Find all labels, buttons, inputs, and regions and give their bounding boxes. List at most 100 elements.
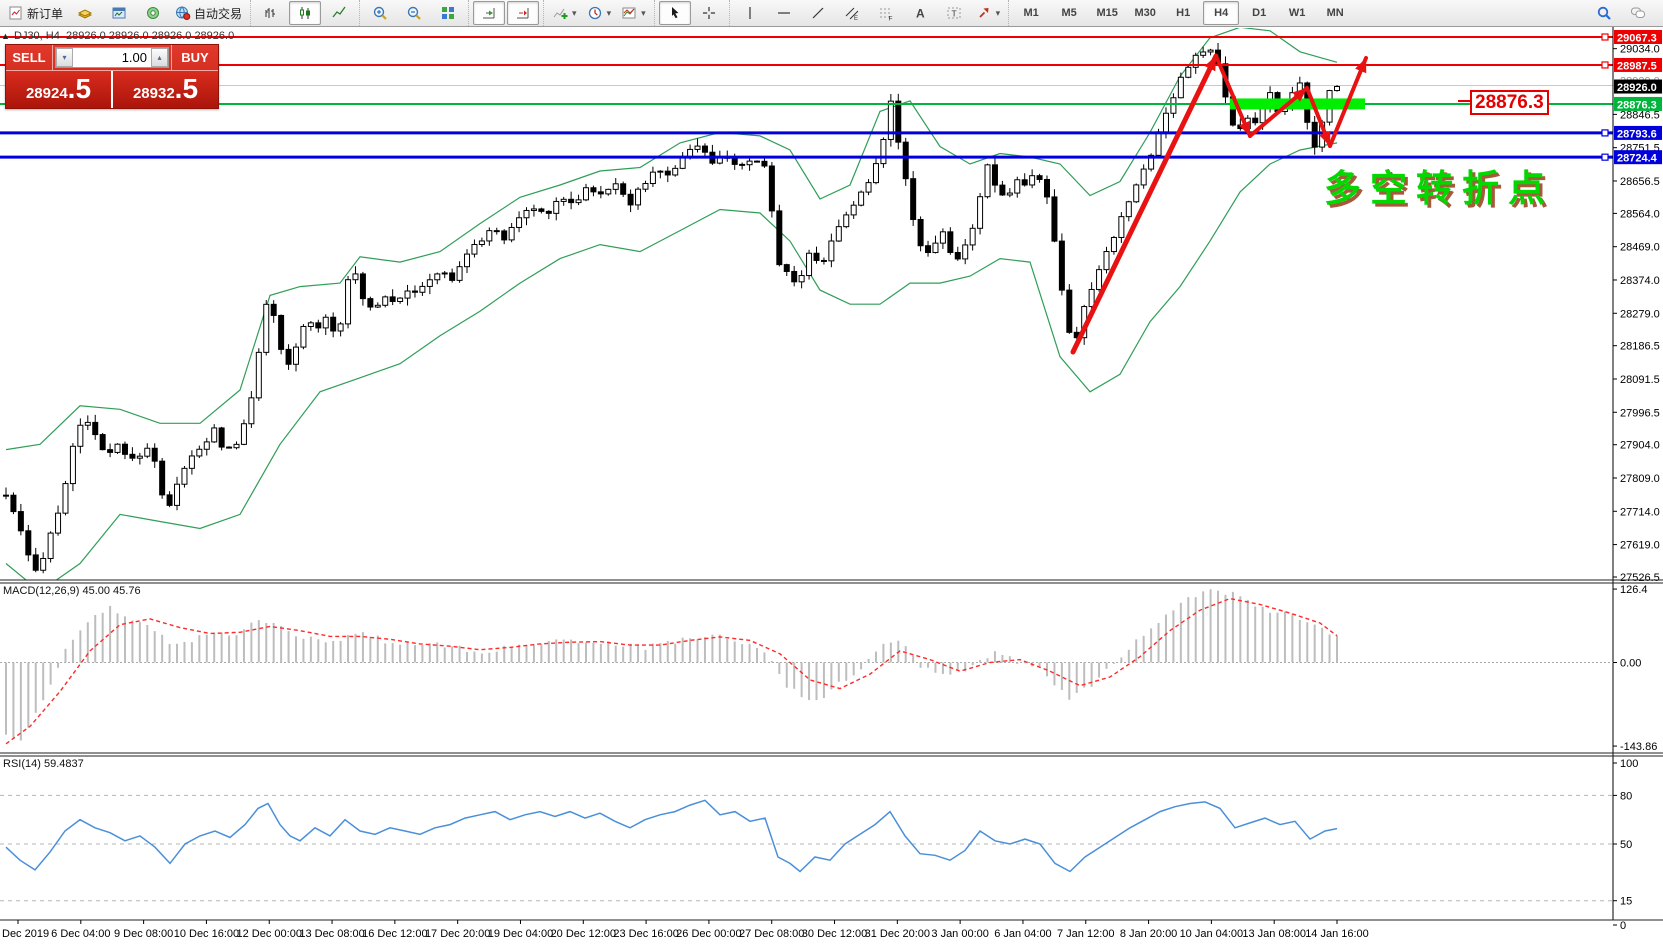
toolbar-group: [250, 0, 359, 26]
volume-decrease-button[interactable]: ▾: [56, 48, 73, 67]
data-window-icon: [112, 7, 126, 19]
svg-text:28926.0: 28926.0: [1617, 82, 1657, 94]
macd-indicator-label: MACD(12,26,9) 45.00 45.76: [3, 585, 141, 597]
text-button[interactable]: A: [904, 1, 936, 25]
svg-text:16 Dec 12:00: 16 Dec 12:00: [362, 928, 427, 940]
sell-price-main: 28924: [25, 85, 68, 102]
candlestick-chart-icon: [300, 7, 311, 19]
sounds-button[interactable]: [137, 1, 169, 25]
svg-text:7 Jan 12:00: 7 Jan 12:00: [1057, 928, 1115, 940]
line-chart-button[interactable]: [323, 1, 355, 25]
timeframe-m1[interactable]: M1: [1013, 1, 1049, 25]
templates-button[interactable]: ▾: [617, 1, 650, 25]
new-order-icon: [9, 6, 22, 20]
sounds-icon: [147, 7, 160, 19]
main-toolbar: 新订单 自动交易 ▾ ▾ ▾ E F A T ▾ M1 M5 M15 M30 H1 H4 D1 W1 MN: [0, 0, 1663, 27]
search-button[interactable]: [1588, 1, 1620, 25]
one-click-trade-panel: SELL ▾ ▴ BUY 28924 .5 28932 .5: [5, 44, 219, 109]
cursor-button[interactable]: [658, 1, 691, 25]
rsi-indicator-label: RSI(14) 59.4837: [3, 758, 84, 770]
zoom-in-button[interactable]: [364, 1, 396, 25]
tile-windows-icon: [442, 7, 455, 19]
indicators-button[interactable]: ▾: [548, 1, 581, 25]
horizontal-line-icon: [777, 12, 790, 14]
auto-trading-icon: [176, 6, 191, 20]
svg-text:28186.5: 28186.5: [1620, 341, 1660, 353]
chart-shift-icon: [517, 8, 529, 19]
data-window-button[interactable]: [103, 1, 135, 25]
toolbar-group: 新订单 自动交易: [0, 0, 250, 26]
market-watch-icon: [77, 9, 93, 19]
fibonacci-button[interactable]: F: [870, 1, 902, 25]
text-icon: A: [916, 7, 925, 21]
buy-button[interactable]: BUY: [171, 45, 218, 70]
svg-text:8 Jan 20:00: 8 Jan 20:00: [1120, 928, 1178, 940]
timeframe-label: M1: [1023, 7, 1039, 19]
trendline-button[interactable]: [802, 1, 834, 25]
macd-panel[interactable]: [0, 589, 1613, 745]
timeframe-d1[interactable]: D1: [1241, 1, 1277, 25]
svg-text:28091.5: 28091.5: [1620, 374, 1660, 386]
timeframe-m5[interactable]: M5: [1051, 1, 1087, 25]
svg-text:27996.5: 27996.5: [1620, 407, 1660, 419]
market-watch-button[interactable]: [69, 1, 101, 25]
periods-button[interactable]: ▾: [583, 1, 616, 25]
timeframe-label: M15: [1096, 7, 1118, 19]
dropdown-caret-icon: ▾: [572, 7, 577, 18]
bar-chart-icon: [265, 8, 276, 18]
timeframe-m15[interactable]: M15: [1089, 1, 1125, 25]
price-chart-plot[interactable]: [0, 27, 1613, 591]
button-label: 自动交易: [194, 6, 243, 21]
timeframe-mn[interactable]: MN: [1317, 1, 1353, 25]
volume-increase-button[interactable]: ▴: [151, 48, 168, 67]
timeframe-m30[interactable]: M30: [1127, 1, 1163, 25]
auto-scroll-button[interactable]: [473, 1, 506, 25]
equidistant-channel-icon: E: [845, 7, 858, 21]
timeframe-label: M30: [1134, 7, 1156, 19]
button-label: 新订单: [27, 6, 64, 21]
svg-text:28876.3: 28876.3: [1617, 99, 1657, 111]
svg-text:E: E: [854, 16, 858, 21]
buy-price-main: 28932: [132, 85, 175, 102]
bar-chart-button[interactable]: [255, 1, 287, 25]
toolbar-group: E F A T ▾: [728, 0, 1009, 26]
zoom-out-button[interactable]: [398, 1, 430, 25]
chat-button[interactable]: [1622, 1, 1654, 25]
crosshair-button[interactable]: [693, 1, 725, 25]
fibonacci-icon: F: [879, 8, 892, 21]
svg-text:27526.5: 27526.5: [1620, 572, 1660, 584]
svg-text:17 Dec 20:00: 17 Dec 20:00: [425, 928, 490, 940]
new-order-button[interactable]: 新订单: [4, 1, 67, 25]
buy-price[interactable]: 28932 .5: [113, 71, 218, 108]
svg-text:27 Dec 08:00: 27 Dec 08:00: [739, 928, 804, 940]
text-label-button[interactable]: T: [938, 1, 970, 25]
arrows-button[interactable]: ▾: [972, 1, 1005, 25]
timeframe-label: W1: [1288, 7, 1306, 19]
horizontal-line-button[interactable]: [768, 1, 800, 25]
timeframe-label: D1: [1252, 7, 1267, 19]
timeframe-label: MN: [1326, 7, 1344, 19]
trade-panel-collapse-icon[interactable]: ▲: [1, 31, 10, 41]
sell-price[interactable]: 28924 .5: [6, 71, 113, 108]
svg-text:126.4: 126.4: [1620, 584, 1648, 596]
timeframe-w1[interactable]: W1: [1279, 1, 1315, 25]
equidistant-channel-button[interactable]: E: [836, 1, 868, 25]
dropdown-caret-icon: ▾: [606, 7, 612, 18]
timeframe-h1[interactable]: H1: [1165, 1, 1201, 25]
rsi-panel[interactable]: [0, 794, 1613, 902]
dropdown-caret-icon: ▾: [995, 7, 1001, 18]
auto-trading-button[interactable]: 自动交易: [171, 1, 246, 25]
candlestick-chart-button[interactable]: [289, 1, 322, 25]
tile-windows-button[interactable]: [432, 1, 464, 25]
svg-text:80: 80: [1620, 790, 1632, 802]
svg-text:0: 0: [1620, 920, 1626, 932]
vertical-line-button[interactable]: [734, 1, 766, 25]
toolbar-right-group: [1587, 1, 1663, 25]
chart-shift-button[interactable]: [507, 1, 540, 25]
volume-input[interactable]: [73, 48, 151, 67]
timeframe-h4[interactable]: H4: [1203, 1, 1240, 25]
svg-text:Dec 2019: Dec 2019: [2, 928, 49, 940]
sell-price-frac: .5: [67, 73, 92, 104]
sell-button[interactable]: SELL: [6, 45, 53, 70]
